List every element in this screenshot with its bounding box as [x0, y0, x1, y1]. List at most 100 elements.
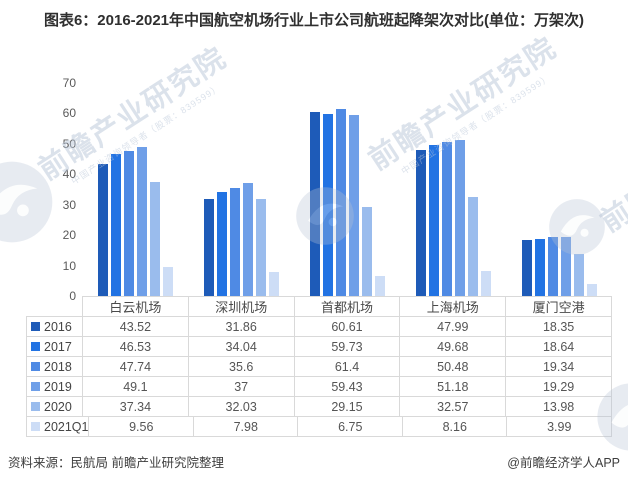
bar-2018: [441, 142, 452, 296]
y-tick-label: 40: [62, 167, 76, 182]
y-tick-label: 10: [62, 258, 76, 273]
bar-2021Q1: [480, 271, 491, 296]
bar-group: [82, 83, 188, 296]
value-cell: 61.4: [293, 356, 401, 377]
bar-2019: [136, 146, 147, 296]
legend-cell: 2019: [26, 376, 83, 397]
legend-label: 2019: [44, 379, 72, 394]
value-cell: 37.34: [82, 396, 189, 417]
y-tick-label: 60: [62, 106, 76, 121]
bar-group: [400, 83, 506, 296]
y-tick-label: 20: [62, 228, 76, 243]
legend-swatch: [31, 342, 40, 351]
table-row: 2020 37.34 32.03 29.15 32.57 13.98: [26, 396, 612, 417]
bar-2016: [415, 150, 426, 296]
legend-cell: 2017: [26, 336, 83, 357]
bar-2021Q1: [162, 266, 173, 296]
value-cell: 19.29: [505, 376, 612, 397]
value-cell: 47.74: [82, 356, 189, 377]
legend-label: 2021Q1: [44, 419, 89, 434]
bar-2016: [521, 240, 532, 296]
value-cell: 8.16: [401, 416, 508, 437]
table-row: 2016 43.52 31.86 60.61 47.99 18.35: [26, 316, 612, 337]
legend-cell: 2021Q1: [26, 416, 90, 437]
category-row: 白云机场 深圳机场 首都机场 上海机场 厦门空港: [82, 296, 612, 317]
value-cell: 3.99: [506, 416, 612, 437]
value-cell: 49.68: [399, 336, 507, 357]
bar-2020: [467, 196, 478, 296]
bar-2019: [242, 183, 253, 296]
bar-2016: [309, 111, 320, 296]
legend-cell: 2016: [26, 316, 83, 337]
table-row: 2021Q1 9.56 7.98 6.75 8.16 3.99: [26, 416, 612, 437]
bar-2018: [547, 237, 558, 296]
value-cell: 18.64: [505, 336, 612, 357]
bar-2019: [454, 140, 465, 296]
bar-2021Q1: [268, 271, 279, 296]
value-cell: 35.6: [187, 356, 295, 377]
bar-2016: [97, 163, 108, 296]
y-tick-label: 30: [62, 197, 76, 212]
bar-2018: [229, 187, 240, 296]
value-cell: 13.98: [505, 396, 612, 417]
bar-2017: [216, 192, 227, 296]
y-tick-label: 70: [62, 76, 76, 90]
legend-label: 2018: [44, 359, 72, 374]
data-table: 2016 43.52 31.86 60.61 47.99 18.35 2017 46.53 34…: [26, 316, 612, 437]
category-label: 白云机场: [82, 296, 189, 317]
legend-swatch: [31, 422, 40, 431]
value-cell: 46.53: [82, 336, 189, 357]
category-label: 深圳机场: [187, 296, 295, 317]
bar-2018: [123, 150, 134, 296]
legend-label: 2017: [44, 339, 72, 354]
bar-2016: [203, 199, 214, 296]
legend-swatch: [31, 322, 40, 331]
value-cell: 51.18: [399, 376, 507, 397]
chart-title: 图表6：2016-2021年中国航空机场行业上市公司航班起降架次对比(单位：万架…: [43, 12, 585, 29]
value-cell: 7.98: [192, 416, 299, 437]
value-cell: 50.48: [399, 356, 507, 377]
value-cell: 32.57: [399, 396, 507, 417]
value-cell: 32.03: [187, 396, 295, 417]
credit-note: @前瞻经济学人APP: [507, 456, 620, 470]
table-row: 2019 49.1 37 59.43 51.18 19.29: [26, 376, 612, 397]
y-tick-label: 50: [62, 136, 76, 151]
value-cell: 29.15: [293, 396, 401, 417]
bar-2021Q1: [586, 283, 597, 296]
value-cell: 37: [187, 376, 295, 397]
bar-2020: [573, 253, 584, 296]
value-cell: 47.99: [399, 316, 507, 337]
bar-2019: [560, 237, 571, 296]
legend-label: 2016: [44, 319, 72, 334]
bar-2020: [361, 207, 372, 296]
plot-area: 0 10 20 30 40 50 60 70: [0, 76, 628, 303]
bar-2020: [255, 198, 266, 296]
value-cell: 59.73: [293, 336, 401, 357]
category-label: 首都机场: [293, 296, 401, 317]
table-row: 2017 46.53 34.04 59.73 49.68 18.64: [26, 336, 612, 357]
value-cell: 19.34: [505, 356, 612, 377]
bar-group: [506, 83, 612, 296]
table-row: 2018 47.74 35.6 61.4 50.48 19.34: [26, 356, 612, 377]
value-cell: 6.75: [297, 416, 403, 437]
legend-label: 2020: [44, 399, 72, 414]
bar-2017: [428, 144, 439, 296]
legend-cell: 2020: [26, 396, 83, 417]
bar-2017: [322, 114, 333, 296]
category-label: 厦门空港: [505, 296, 612, 317]
value-cell: 18.35: [505, 316, 612, 337]
legend-swatch: [31, 402, 40, 411]
bar-2021Q1: [374, 275, 385, 296]
bar-2019: [348, 115, 359, 296]
value-cell: 59.43: [293, 376, 401, 397]
value-cell: 60.61: [293, 316, 401, 337]
category-label: 上海机场: [399, 296, 507, 317]
bar-2020: [149, 182, 160, 296]
bar-2017: [110, 154, 121, 296]
value-cell: 34.04: [187, 336, 295, 357]
value-cell: 43.52: [82, 316, 189, 337]
legend-swatch: [31, 382, 40, 391]
legend-cell: 2018: [26, 356, 83, 377]
bar-2018: [335, 109, 346, 296]
